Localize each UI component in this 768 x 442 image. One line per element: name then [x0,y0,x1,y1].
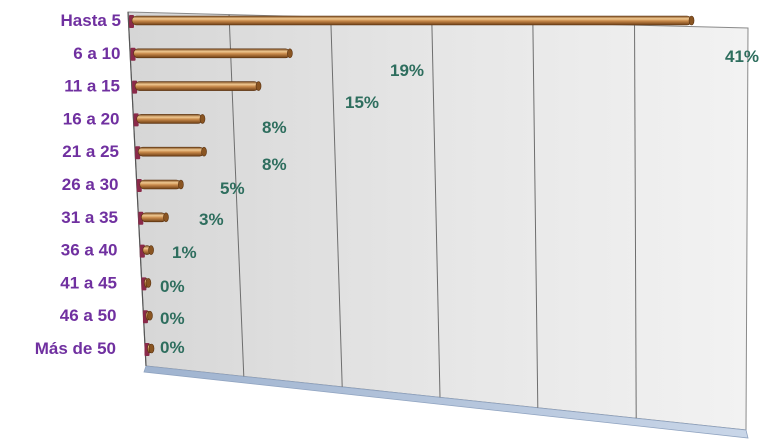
data-labels: 41% 19% 15% 8% 8% 5% 3%1% 0% 0% 0% [160,47,759,357]
data-label-2: 19% [390,61,424,80]
data-label-7: 3% [199,210,224,229]
bar-3 [132,80,262,94]
bar-body-1 [131,15,692,26]
bar-cap-11 [148,343,155,354]
gridline-1 [228,14,245,377]
category-label-4: 16 a 20 [63,109,120,128]
data-label-4: 8% [262,118,287,137]
bar-cap-4 [199,114,206,124]
bar-8 [139,244,154,258]
data-label-8: 1% [172,243,197,262]
category-axis-labels: Hasta 5 6 a 10 11 a 15 16 a 20 21 a 25 26 a 3… [35,11,121,358]
bar-cap-6 [178,179,184,190]
bar-11 [144,343,155,356]
gridline-2 [330,17,343,387]
category-label-10: 46 a 50 [60,306,117,325]
bar-cap-7 [163,212,169,223]
gridline-5 [634,25,637,419]
category-label-5: 21 a 25 [62,142,119,161]
category-label-7: 31 a 35 [61,208,118,227]
category-label-8: 36 a 40 [61,241,118,260]
category-label-9: 41 a 45 [60,273,117,292]
gridline-3 [431,19,441,398]
bar-body-7 [141,212,167,223]
bar-cap-8 [148,245,154,255]
bar-cap-5 [201,146,207,157]
bar-body-6 [139,179,182,190]
bar-2 [130,47,293,61]
bar-body-3 [134,81,259,91]
category-label-1: Hasta 5 [61,11,121,30]
bar-cap-1 [688,15,695,26]
bar-cap-10 [147,310,153,321]
data-label-1: 41% [725,47,759,66]
gridline-4 [532,22,539,408]
data-label-11: 0% [160,338,185,357]
bar-body-5 [137,146,205,157]
bar-4 [133,113,206,127]
data-label-6: 5% [220,179,245,198]
bar-10 [142,310,153,324]
bar-6 [136,179,184,192]
bar-cap-2 [287,48,293,59]
category-label-2: 6 a 10 [73,44,120,63]
category-label-3: 11 a 15 [64,77,120,96]
data-label-10: 0% [160,309,185,328]
bar-7 [138,211,169,225]
bar-body-4 [136,114,203,124]
chart-bars [129,15,695,356]
bar-body-2 [133,48,291,59]
data-label-5: 8% [262,155,287,174]
bar-9 [141,277,152,291]
bar-cap-3 [255,81,262,91]
chart-gridlines [228,14,637,419]
bar-5 [135,146,207,160]
bar-cap-9 [145,278,152,288]
data-label-3: 15% [345,93,379,112]
bar-1 [129,15,695,28]
category-label-6: 26 a 30 [62,175,119,194]
chart-floor [143,365,749,439]
data-label-9: 0% [160,277,185,296]
category-label-11: Más de 50 [35,339,116,358]
